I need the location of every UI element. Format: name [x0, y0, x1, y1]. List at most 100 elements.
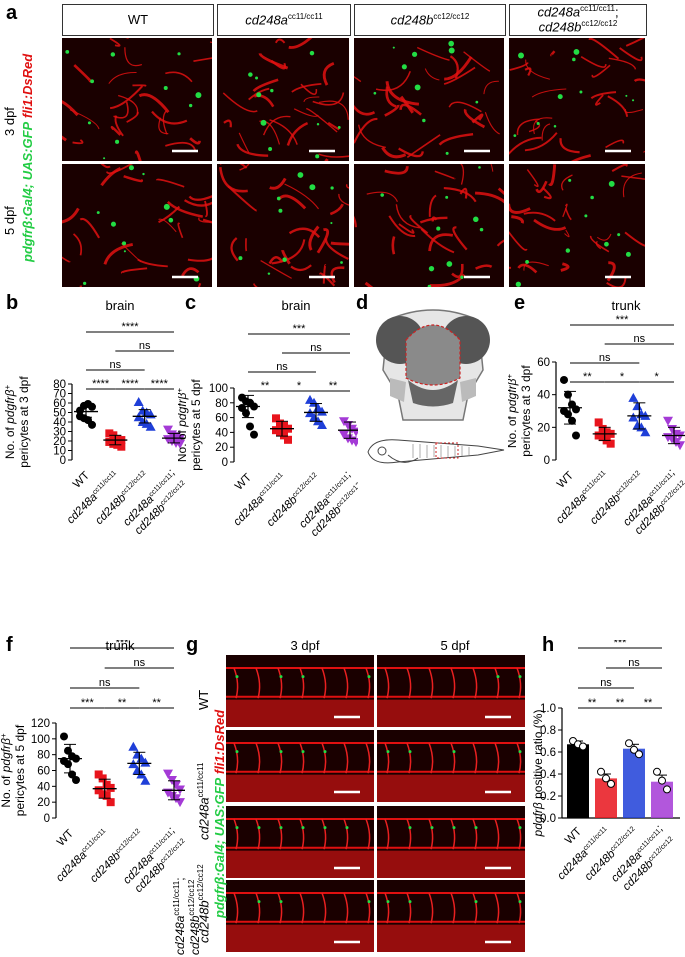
- data-point: [145, 421, 156, 431]
- panel-f-letter: f: [6, 634, 13, 656]
- row-label-5dpf: 5 dpf: [2, 206, 17, 235]
- y-tick-label: 70: [53, 389, 66, 401]
- header-double: cd248acc11/cc11; cd248bcc12/cc12: [509, 4, 647, 36]
- sig-label: **: [261, 380, 270, 392]
- sig-label: **: [588, 697, 597, 709]
- panel-a-side-label: pdgfrβ:Gal4; UAS:GFP fli1:DsRed: [20, 53, 35, 262]
- y-tick-label: 20: [37, 797, 50, 809]
- header-cd248b: cd248bcc12/cc12: [354, 4, 506, 36]
- panel-d-letter: d: [356, 292, 369, 314]
- data-point: [572, 431, 580, 440]
- y-tick-label: 80: [215, 398, 228, 410]
- y-tick-label: 50: [53, 408, 66, 420]
- brain-image-5dpf-2: [354, 164, 504, 287]
- y-axis-label: No. of pdgfrβ+: [3, 385, 17, 460]
- data-point: [106, 798, 115, 807]
- brain-image-3dpf-1: [217, 38, 349, 161]
- sig-label: ns: [600, 677, 612, 689]
- sig-label: ****: [121, 378, 139, 390]
- y-tick-label: 40: [537, 390, 550, 402]
- y-tick-label: 60: [537, 357, 550, 369]
- data-point: [572, 405, 580, 414]
- x-tick-label: WT: [555, 470, 576, 491]
- y-tick-label: 100: [209, 383, 228, 395]
- data-point: [635, 750, 643, 759]
- data-point: [88, 420, 96, 429]
- sig-label: ****: [151, 378, 169, 390]
- y-tick-label: 40: [53, 417, 66, 429]
- y-tick-label: 120: [31, 718, 50, 730]
- sig-label: **: [329, 380, 338, 392]
- sig-label: ns: [99, 677, 111, 689]
- sig-label: ns: [110, 359, 122, 371]
- data-point: [317, 420, 327, 429]
- brain-image-3dpf-0: [62, 38, 212, 161]
- sig-label: ns: [134, 657, 146, 669]
- sig-label: ****: [92, 378, 110, 390]
- sig-label: **: [644, 697, 653, 709]
- header-cd248a: cd248acc11/cc11: [217, 4, 351, 36]
- y-tick-label: 0: [222, 457, 228, 469]
- y-tick-label: 0.8: [540, 725, 556, 737]
- panel-c-letter: c: [185, 292, 197, 314]
- data-point: [597, 767, 605, 776]
- x-tick-label: WT: [233, 472, 254, 493]
- data-point: [658, 776, 666, 785]
- data-point: [140, 775, 151, 785]
- panel-e-letter: e: [514, 292, 526, 314]
- sig-label: ns: [276, 361, 288, 373]
- data-point: [117, 442, 126, 451]
- sig-label: *: [620, 371, 625, 383]
- panel-d-diagram: [367, 309, 505, 464]
- panel-c-title: brain: [281, 298, 311, 313]
- data-point: [175, 439, 185, 449]
- y-tick-label: 60: [215, 413, 228, 425]
- panel-a-letter: a: [6, 2, 18, 24]
- data-point: [602, 774, 610, 783]
- y-tick-label: 40: [37, 781, 50, 793]
- zebrafish-larva-outline: [367, 439, 505, 464]
- data-point: [606, 439, 615, 448]
- data-point: [579, 742, 587, 751]
- sig-label: ***: [293, 323, 307, 335]
- panel-g-letter: g: [186, 634, 199, 656]
- y-tick-label: 40: [215, 427, 228, 439]
- y-axis-label-line2: pericytes at 5 dpf: [189, 379, 203, 471]
- data-point: [163, 769, 173, 779]
- y-axis-label: No. of pdgfrβ+: [0, 733, 13, 808]
- g-row-label-cd248a: cd248acc11/cc11: [196, 762, 212, 841]
- brain-image-3dpf-2: [354, 38, 504, 161]
- data-point: [102, 791, 111, 800]
- y-tick-label: 80: [53, 379, 66, 391]
- y-tick-label: 0: [544, 455, 550, 467]
- data-point: [88, 402, 96, 411]
- bar-1: [595, 778, 617, 818]
- data-point: [628, 392, 639, 402]
- brain-image-5dpf-0: [62, 164, 212, 287]
- panel-g-col-5dpf: 5 dpf: [440, 638, 470, 653]
- y-tick-label: 30: [53, 427, 66, 439]
- y-tick-label: 0: [60, 455, 66, 467]
- data-point: [630, 745, 638, 754]
- sig-label: **: [118, 697, 127, 709]
- panel-b-title: brain: [105, 298, 135, 313]
- data-point: [140, 757, 151, 767]
- row-label-3dpf: 3 dpf: [2, 107, 17, 136]
- sig-label: *: [655, 371, 660, 383]
- y-tick-label: 60: [53, 398, 66, 410]
- data-point: [133, 397, 144, 407]
- y-tick-label: 0: [44, 813, 50, 825]
- data-point: [560, 375, 568, 384]
- bar-0: [567, 744, 589, 818]
- sig-label: ns: [310, 342, 322, 354]
- y-tick-label: 0.4: [540, 769, 557, 781]
- y-tick-label: 20: [53, 436, 66, 448]
- sig-label: ****: [121, 321, 139, 333]
- data-point: [663, 785, 671, 794]
- data-point: [653, 767, 661, 776]
- trunk-image-5dpf-1: [377, 730, 525, 802]
- panel-g-col-3dpf: 3 dpf: [290, 638, 320, 653]
